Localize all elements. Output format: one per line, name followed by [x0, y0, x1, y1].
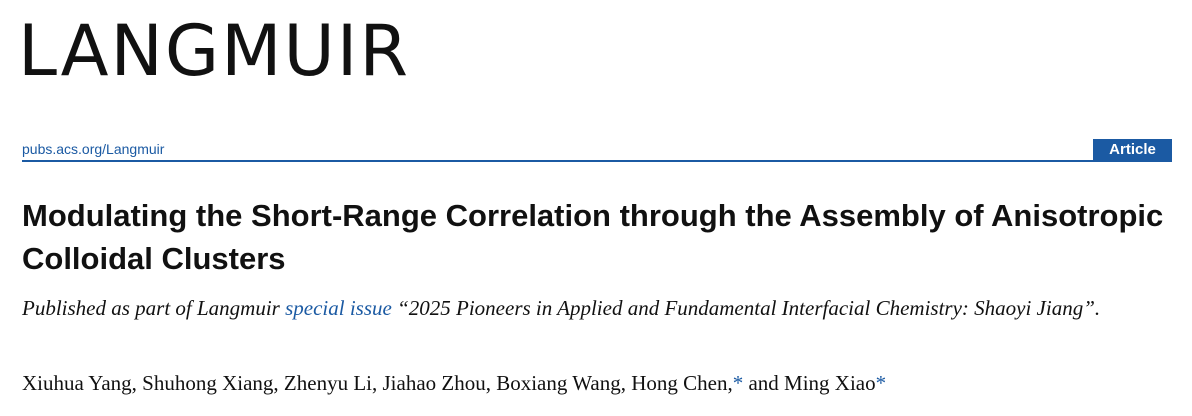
header-rule [22, 160, 1172, 162]
author-list: Xiuhua Yang, Shuhong Xiang, Zhenyu Li, J… [22, 368, 886, 398]
journal-name: LANGMUIR [18, 10, 411, 92]
special-issue-note: Published as part of Langmuir special is… [22, 293, 1172, 323]
corresponding-mark[interactable]: * [875, 371, 887, 395]
authors: and Ming Xiao [743, 371, 876, 395]
note-text: Published as part of Langmuir [22, 296, 286, 320]
note-text: “2025 Pioneers in Applied and Fundamenta… [391, 296, 1101, 320]
corresponding-mark[interactable]: * [732, 371, 744, 395]
journal-url[interactable]: pubs.acs.org/Langmuir [22, 141, 165, 157]
article-title: Modulating the Short-Range Correlation t… [22, 198, 1164, 276]
article-type: Article [1093, 139, 1172, 161]
note-link[interactable]: special issue [285, 296, 392, 320]
authors: Xiuhua Yang, Shuhong Xiang, Zhenyu Li, J… [22, 371, 733, 395]
